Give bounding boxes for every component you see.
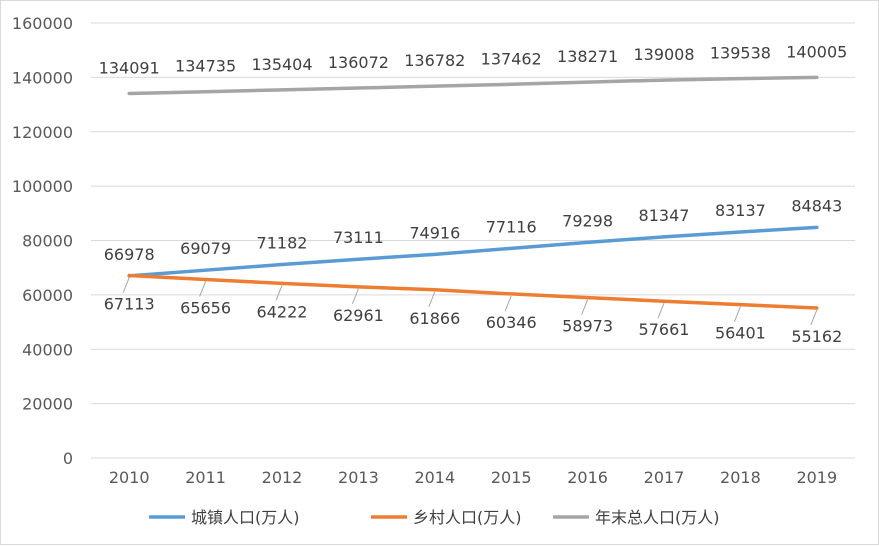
data-label: 79298 (562, 211, 613, 230)
y-tick-label: 160000 (12, 14, 73, 33)
data-label-leader (275, 285, 283, 301)
data-label: 137462 (481, 49, 542, 68)
data-label: 60346 (486, 313, 537, 332)
y-tick-label: 80000 (22, 232, 73, 251)
x-tick-label: 2011 (185, 468, 226, 487)
data-label: 139538 (710, 44, 771, 63)
data-label-leader (428, 291, 436, 307)
y-tick-label: 60000 (22, 286, 73, 305)
y-tick-label: 20000 (22, 395, 73, 414)
x-tick-label: 2016 (567, 468, 608, 487)
data-label: 69079 (180, 239, 231, 258)
data-label: 135404 (251, 55, 312, 74)
x-tick-label: 2015 (491, 468, 532, 487)
data-label: 77116 (486, 217, 537, 236)
data-label-leader (657, 303, 665, 319)
data-label-leader (351, 288, 359, 305)
data-label: 67113 (104, 295, 155, 314)
data-label: 64222 (257, 302, 308, 321)
data-label: 58973 (562, 317, 613, 336)
y-tick-label: 40000 (22, 340, 73, 359)
data-label: 136072 (328, 53, 389, 72)
data-label: 56401 (715, 324, 766, 343)
legend-label: 城镇人口(万人) (191, 508, 300, 527)
x-tick-label: 2010 (109, 468, 150, 487)
data-label-leader (199, 281, 207, 297)
data-label: 136782 (404, 51, 465, 70)
y-tick-label: 0 (63, 449, 73, 468)
x-tick-label: 2019 (796, 468, 837, 487)
x-tick-label: 2018 (720, 468, 761, 487)
x-tick-label: 2013 (338, 468, 379, 487)
x-tick-label: 2012 (262, 468, 303, 487)
data-label: 140005 (786, 42, 847, 61)
data-label: 138271 (557, 47, 618, 66)
data-label: 73111 (333, 228, 384, 247)
data-label: 62961 (333, 306, 384, 325)
y-tick-label: 140000 (12, 68, 73, 87)
data-label: 83137 (715, 201, 766, 220)
data-label-leader (504, 295, 512, 312)
data-label: 55162 (791, 327, 842, 346)
data-label-leader (733, 306, 741, 322)
data-label: 134091 (99, 58, 160, 77)
legend-label: 乡村人口(万人) (413, 508, 522, 527)
data-label: 139008 (633, 45, 694, 64)
data-label: 134735 (175, 57, 236, 76)
series-line (127, 225, 819, 278)
legend-label: 年末总人口(万人) (595, 508, 720, 527)
x-tick-label: 2014 (414, 468, 455, 487)
data-label: 84843 (791, 196, 842, 215)
y-tick-label: 120000 (12, 123, 73, 142)
data-label: 61866 (409, 309, 460, 328)
series-line (127, 75, 819, 96)
y-tick-label: 100000 (12, 177, 73, 196)
data-label: 65656 (180, 298, 231, 317)
data-label: 71182 (257, 233, 308, 252)
data-label: 66978 (104, 245, 155, 264)
data-label: 81347 (639, 206, 690, 225)
data-label: 74916 (409, 223, 460, 242)
x-tick-label: 2017 (644, 468, 685, 487)
data-label: 57661 (639, 320, 690, 339)
data-label-leader (581, 299, 589, 315)
data-label-leader (810, 309, 818, 326)
data-label-leader (122, 277, 130, 293)
series-line (127, 273, 819, 310)
